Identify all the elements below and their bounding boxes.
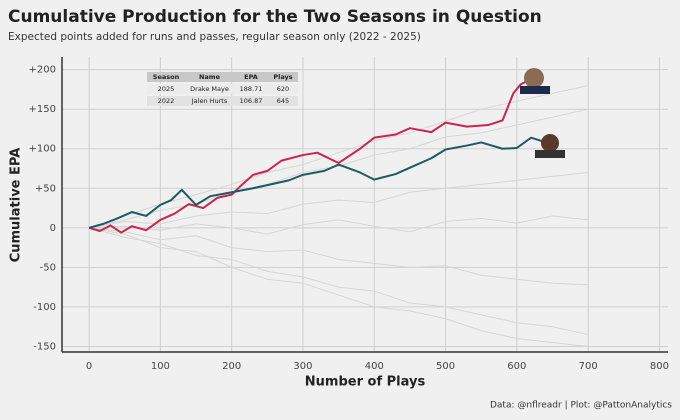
- series-line: [88, 77, 532, 234]
- background-line: [89, 227, 589, 286]
- table-cell-text: Jalen Hurts: [191, 97, 228, 105]
- table-header-cell: [185, 72, 234, 82]
- table-cell-text: 620: [277, 85, 289, 93]
- x-axis-label: Number of Plays: [305, 375, 426, 390]
- x-tick-label: 700: [579, 361, 598, 372]
- chart-subtitle: Expected points added for runs and passe…: [8, 31, 421, 43]
- player-icons: [520, 68, 565, 158]
- x-tick-label: 800: [650, 361, 669, 372]
- chart-title: Cumulative Production for the Two Season…: [8, 7, 542, 27]
- x-tick-label: 0: [86, 361, 92, 372]
- x-tick-label: 200: [222, 361, 241, 372]
- y-tick-label: +50: [35, 183, 56, 194]
- table-header: Season: [153, 73, 180, 81]
- y-tick-label: -50: [40, 262, 56, 273]
- x-tick-label: 600: [507, 361, 526, 372]
- table-header-cell: [234, 72, 268, 82]
- series-line: [88, 136, 550, 229]
- table-cell-text: 645: [277, 97, 289, 105]
- background-line: [89, 171, 589, 229]
- x-tick-label: 400: [365, 361, 384, 372]
- y-tick-label: +150: [29, 104, 56, 115]
- table-cell-text: 106.87: [240, 97, 263, 105]
- y-tick-label: +100: [29, 144, 56, 155]
- highlight-lines: [88, 77, 550, 234]
- player-icon: [524, 68, 544, 88]
- x-tick-label: 500: [436, 361, 455, 372]
- table-cell-text: 188.71: [240, 85, 263, 93]
- table-header-cell: [268, 72, 298, 82]
- summary-table: Season Name EPA Plays 2025 Drake Maye 188.71 62…: [147, 72, 298, 106]
- table-cell: [185, 96, 234, 106]
- background-lines: [88, 84, 589, 347]
- player-icon: [541, 134, 559, 152]
- background-line: [88, 108, 589, 229]
- table-header: Plays: [273, 73, 292, 81]
- table-cell-text: 2022: [158, 97, 175, 105]
- table-cell: [268, 84, 298, 94]
- player-icon: [535, 150, 565, 158]
- player-icon: [520, 86, 550, 94]
- caption: Data: @nflreadr | Plot: @PattonAnalytics: [490, 401, 672, 411]
- background-line: [88, 84, 589, 229]
- table-header: EPA: [244, 73, 258, 81]
- table-cell-text: 2025: [158, 85, 175, 93]
- y-tick-label: +200: [29, 65, 56, 76]
- table-cell: [147, 84, 185, 94]
- table-cell: [234, 84, 268, 94]
- x-tick-label: 300: [293, 361, 312, 372]
- y-tick-label: -150: [33, 341, 56, 352]
- y-axis-label: Cumulative EPA: [9, 148, 24, 263]
- x-tick-label: 100: [151, 361, 170, 372]
- y-tick-label: -100: [33, 302, 56, 313]
- table-cell-text: Drake Maye: [190, 85, 229, 93]
- table-cell: [147, 96, 185, 106]
- table-header-cell: [147, 72, 185, 82]
- table-cell: [234, 96, 268, 106]
- background-line: [88, 227, 589, 336]
- table-cell: [268, 96, 298, 106]
- y-tick-label: 0: [50, 223, 56, 234]
- background-line: [89, 227, 589, 347]
- table-header: Name: [199, 73, 221, 81]
- background-line: [89, 215, 589, 235]
- table-cell: [185, 84, 234, 94]
